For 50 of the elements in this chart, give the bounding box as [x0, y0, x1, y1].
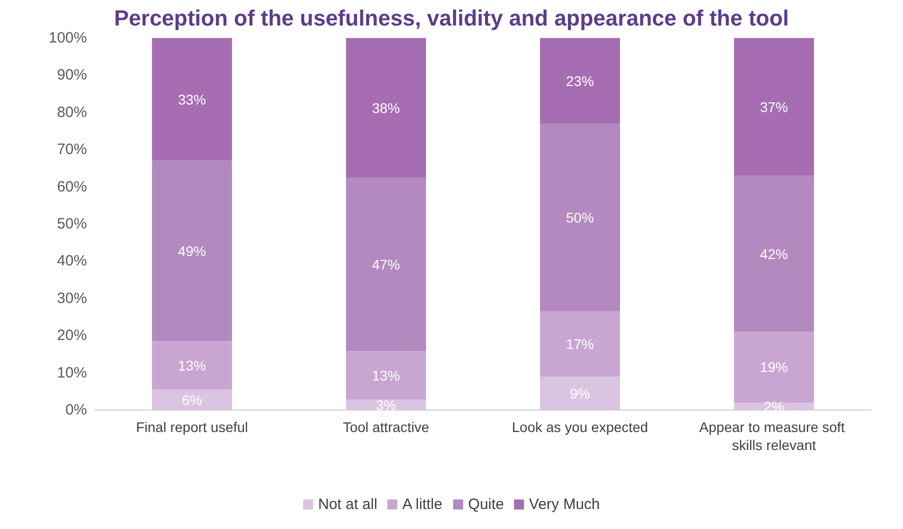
y-tick-label: 10% [56, 364, 87, 382]
data-label: 50% [566, 209, 594, 226]
bar [734, 332, 814, 403]
y-tick-label: 40% [56, 252, 87, 270]
data-label: 23% [566, 72, 594, 89]
y-tick-label: 90% [56, 66, 87, 84]
legend-label: A little [402, 496, 442, 513]
legend-label: Not at all [318, 496, 378, 513]
bar [346, 351, 426, 400]
bar [540, 38, 620, 124]
bar [540, 124, 620, 312]
data-label: 47% [372, 256, 400, 272]
data-label: 17% [566, 336, 594, 352]
bar [152, 341, 232, 390]
bar [540, 376, 620, 410]
data-label: 6% [182, 392, 202, 408]
y-tick-label: 0% [65, 402, 87, 418]
data-label: 38% [372, 100, 400, 116]
data-label: 33% [178, 91, 206, 108]
x-tick-label: Final report useful [136, 419, 248, 435]
data-label: 3% [376, 396, 396, 413]
bar [346, 178, 426, 352]
y-tick-label: 30% [56, 290, 87, 307]
legend-label: Quite [468, 496, 504, 513]
bar [540, 311, 620, 377]
data-label: 13% [372, 367, 400, 384]
x-tick-label: Appear to measure soft skills relevant [699, 419, 849, 453]
y-tick-label: 70% [56, 141, 87, 158]
chart-title: Perception of the usefulness, validity and appearance of the tool [114, 6, 789, 30]
data-label: 19% [760, 359, 788, 376]
x-tick-label: Tool attractive [342, 419, 430, 435]
data-label: 9% [570, 385, 590, 402]
legend-label: Very Much [529, 496, 600, 513]
y-tick-label: 80% [56, 104, 87, 121]
y-tick-label: 20% [56, 327, 87, 344]
y-tick-label: 60% [56, 178, 87, 196]
bar [152, 160, 232, 342]
bar [734, 402, 814, 410]
data-label: 42% [760, 246, 788, 262]
x-tick-label: Look as you expected [512, 419, 648, 435]
bar [734, 176, 814, 332]
data-label: 13% [178, 357, 206, 374]
y-tick-label: 100% [48, 30, 87, 46]
bar [346, 38, 426, 178]
y-tick-label: 50% [56, 216, 87, 232]
bar [152, 38, 232, 161]
bar [152, 390, 232, 410]
bar [734, 38, 814, 176]
data-label: 49% [178, 242, 206, 259]
data-label: 37% [760, 98, 788, 115]
